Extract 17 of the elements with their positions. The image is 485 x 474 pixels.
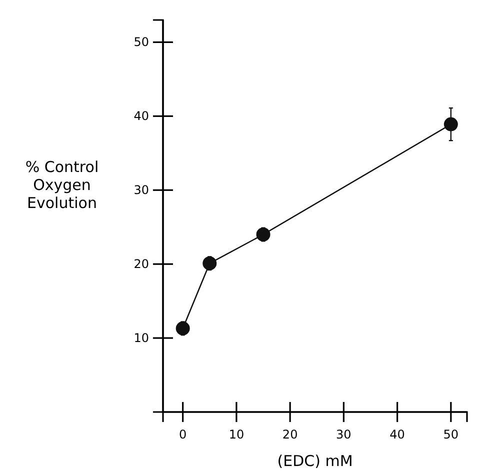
y-tick-label: 30 bbox=[134, 182, 149, 197]
x-axis-title: (EDC) mM bbox=[277, 452, 353, 470]
point bbox=[176, 321, 190, 336]
y-tick-label: 40 bbox=[134, 108, 149, 123]
x-tick-label: 50 bbox=[443, 428, 459, 442]
point bbox=[444, 117, 458, 132]
x-tick-label: 40 bbox=[390, 428, 405, 442]
point bbox=[202, 256, 217, 270]
y-tick-label: 10 bbox=[134, 330, 149, 345]
y-axis-title: % Control Oxygen Evolution bbox=[25, 158, 99, 212]
y-tick-label: 50 bbox=[134, 35, 149, 50]
x-tick-label: 10 bbox=[228, 428, 244, 442]
x-tick-label: 30 bbox=[336, 428, 352, 442]
x-tick-label: 20 bbox=[282, 428, 298, 442]
point bbox=[256, 227, 270, 242]
x-tick-label: 0 bbox=[179, 428, 187, 442]
y-tick-label: 20 bbox=[134, 256, 149, 271]
